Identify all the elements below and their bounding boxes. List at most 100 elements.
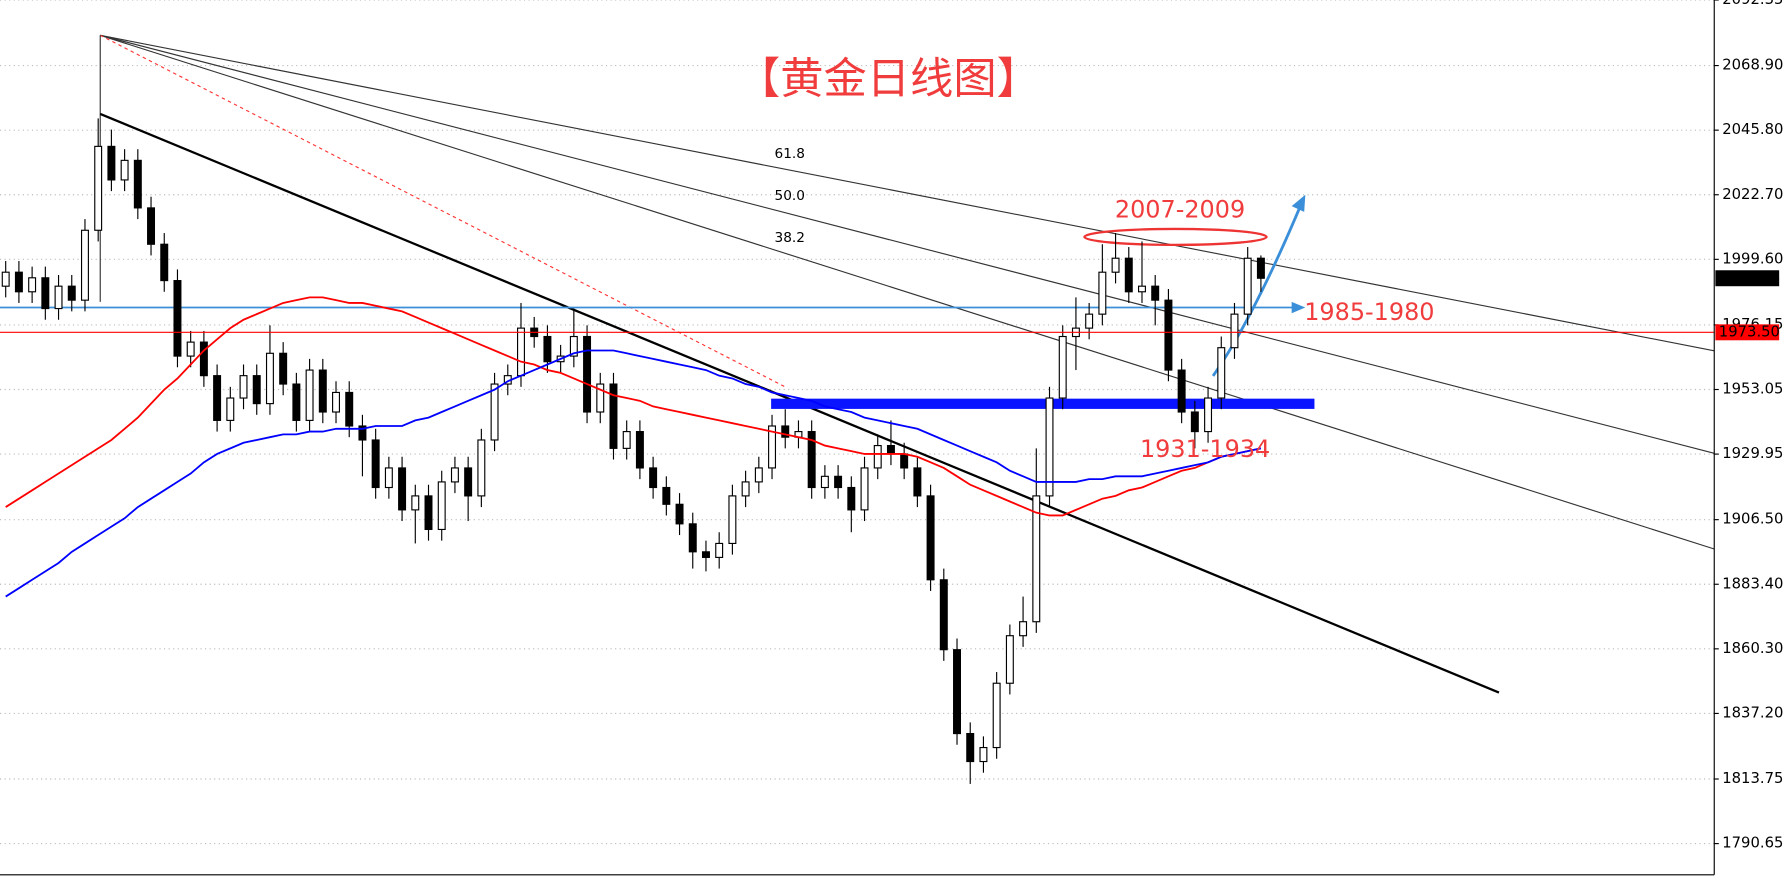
chart-title: 【黄金日线图】: [737, 55, 1040, 105]
candle-body: [279, 352, 288, 385]
candle-body: [147, 207, 156, 245]
candle-body: [437, 481, 446, 531]
candle-body: [1217, 347, 1226, 399]
candle-body: [160, 243, 169, 282]
candle-body: [464, 467, 473, 497]
candle-body: [1138, 285, 1146, 293]
candle-body: [94, 145, 103, 231]
candle-body: [847, 486, 856, 511]
candle-body: [979, 746, 988, 763]
fib-label: 50.0: [775, 188, 805, 204]
candle-body: [213, 375, 222, 421]
resistance-ellipse: [1083, 227, 1268, 247]
candle-body: [873, 444, 882, 469]
annotation: 2007-2009: [1115, 196, 1245, 224]
candle-body: [1085, 313, 1094, 329]
candle-body: [265, 352, 274, 405]
candle-body: [754, 467, 763, 483]
y-tick-label: 2068.90: [1722, 57, 1783, 74]
candle-body: [318, 369, 327, 413]
axis-background: [1714, 0, 1786, 881]
y-tick-label: 1883.40: [1722, 575, 1783, 592]
candle-body: [28, 277, 37, 293]
candle-body: [939, 579, 948, 651]
candle-body: [1032, 495, 1041, 623]
candle-body: [715, 542, 724, 558]
candle-body: [992, 682, 1001, 749]
candle-body: [741, 481, 750, 497]
y-tick-label: 1953.05: [1722, 381, 1783, 398]
candle-body: [54, 285, 63, 310]
fan-line: [100, 34, 1715, 550]
y-tick-label: 1813.75: [1722, 770, 1783, 787]
candle-body: [675, 503, 684, 525]
candle-body: [120, 159, 129, 181]
price-label: 1992.84: [1719, 269, 1780, 286]
candle-body: [688, 523, 697, 553]
candle-body: [834, 475, 843, 489]
candle-body: [1230, 313, 1239, 349]
candle-body: [477, 439, 486, 497]
y-tick-label: 1790.65: [1722, 835, 1783, 852]
candle-body: [622, 431, 631, 449]
candle-body: [490, 383, 499, 441]
fib-dash-line: [99, 34, 787, 388]
candle-body: [398, 467, 407, 511]
moving-average: [5, 349, 1262, 598]
candle-body: [292, 383, 301, 421]
y-tick-label: 1929.95: [1722, 445, 1783, 462]
candle-body: [305, 369, 314, 421]
y-tick-label: 2022.70: [1722, 186, 1783, 203]
candle-body: [860, 467, 869, 511]
price-box: [1715, 270, 1780, 287]
candle-body: [186, 341, 195, 357]
annotation: 1931-1934: [1140, 435, 1270, 463]
candle-body: [67, 285, 76, 301]
candle-body: [886, 444, 895, 455]
arrow-head: [1291, 301, 1306, 314]
support-zone: [771, 398, 1315, 409]
candle-body: [583, 335, 592, 413]
candle-body: [1045, 397, 1054, 497]
candle-body: [1098, 271, 1107, 315]
candle-body: [1204, 397, 1213, 433]
y-tick-label: 1860.30: [1722, 640, 1783, 657]
candle-body: [80, 229, 89, 301]
y-tick-label: 1837.20: [1722, 704, 1783, 721]
candle-body: [900, 453, 909, 469]
candle-body: [662, 486, 671, 505]
candle-body: [252, 375, 261, 405]
candle-body: [781, 425, 790, 438]
candle-body: [14, 271, 23, 293]
candle-body: [384, 467, 393, 489]
price-box: [1715, 324, 1780, 341]
candle-body: [199, 341, 208, 377]
candle-body: [1124, 257, 1133, 293]
candle-body: [371, 439, 380, 489]
candle-body: [450, 467, 459, 483]
y-tick-label: 2092.35: [1722, 0, 1783, 8]
candle-body: [1177, 369, 1186, 413]
candle-body: [1243, 257, 1252, 315]
candle-body: [768, 425, 777, 469]
candle-body: [411, 495, 420, 511]
candle-body: [1164, 299, 1173, 371]
candle-body: [1151, 285, 1160, 301]
candle-body: [609, 383, 618, 449]
fan-line: [100, 34, 1715, 352]
candle-body: [517, 327, 525, 377]
annotation: 1985-1980: [1304, 298, 1434, 326]
candle-body: [701, 551, 710, 558]
candle-body: [728, 495, 737, 545]
candle-body: [424, 495, 433, 531]
candle-body: [1058, 335, 1067, 399]
price-label: 1973.50: [1719, 323, 1780, 340]
y-tick-label: 1906.50: [1722, 511, 1783, 528]
candle-body: [358, 425, 367, 441]
candle-body: [820, 475, 829, 489]
candle-body: [596, 383, 605, 413]
moving-average: [5, 296, 1262, 517]
candle-body: [226, 397, 235, 421]
fib-label: 38.2: [775, 230, 805, 246]
